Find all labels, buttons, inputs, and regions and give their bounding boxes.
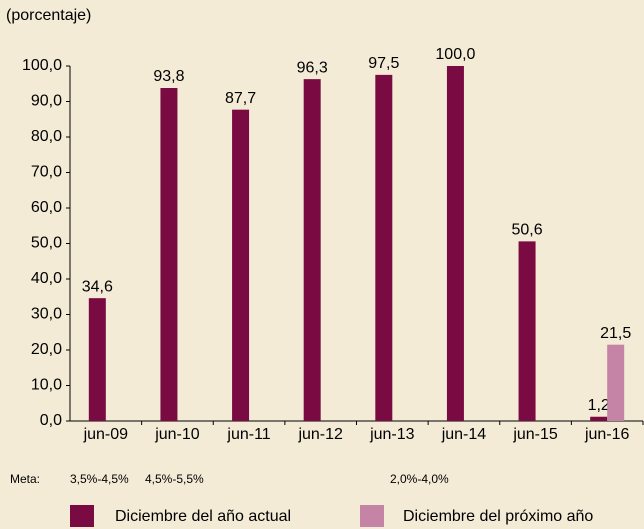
y-tick-label: 10,0 [31, 377, 62, 394]
value-label: 50,6 [511, 222, 542, 239]
y-tick-label: 30,0 [31, 306, 62, 323]
y-axis-label: (porcentaje) [6, 7, 91, 24]
bar [590, 416, 608, 421]
value-label: 1,2 [588, 397, 610, 414]
y-tick-label: 20,0 [31, 341, 62, 358]
x-tick-label: jun-16 [584, 426, 630, 443]
x-tick-label: jun-15 [512, 426, 558, 443]
value-label: 93,8 [153, 68, 184, 85]
y-tick-label: 60,0 [31, 199, 62, 216]
y-tick-label: 80,0 [31, 128, 62, 145]
legend-swatch [70, 505, 94, 527]
legend-label: Diciembre del año actual [115, 508, 291, 525]
x-tick-label: jun-14 [441, 426, 487, 443]
bar [607, 344, 625, 421]
value-label: 87,7 [225, 90, 256, 107]
bar [518, 241, 536, 421]
value-label: 21,5 [600, 325, 631, 342]
value-label: 96,3 [297, 59, 328, 76]
value-label: 97,5 [368, 55, 399, 72]
bar [375, 74, 393, 421]
y-tick-label: 0,0 [40, 412, 62, 429]
bar [232, 109, 250, 421]
meta-item: 2,0%-4,0% [390, 472, 449, 486]
y-tick-label: 100,0 [22, 57, 62, 74]
y-tick-label: 40,0 [31, 270, 62, 287]
value-label: 34,6 [82, 278, 113, 295]
meta-item: 4,5%-5,5% [145, 472, 204, 486]
bar [160, 88, 178, 421]
y-tick-label: 70,0 [31, 164, 62, 181]
bar [303, 79, 321, 421]
bar [88, 298, 106, 421]
x-tick-label: jun-13 [369, 426, 415, 443]
y-tick-label: 50,0 [31, 235, 62, 252]
meta-item: 3,5%-4,5% [70, 472, 129, 486]
x-tick-label: jun-09 [83, 426, 129, 443]
x-tick-label: jun-12 [297, 426, 343, 443]
legend-swatch [360, 505, 384, 527]
meta-label: Meta: [10, 472, 40, 486]
x-tick-label: jun-10 [154, 426, 200, 443]
x-tick-label: jun-11 [226, 426, 270, 443]
value-label: 100,0 [435, 46, 475, 63]
bar [446, 66, 464, 421]
legend-label: Diciembre del próximo año [403, 508, 593, 525]
y-tick-label: 90,0 [31, 93, 62, 110]
